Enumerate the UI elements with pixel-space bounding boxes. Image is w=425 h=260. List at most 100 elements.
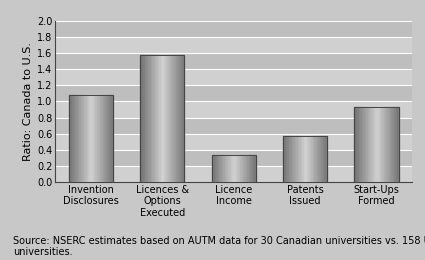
Bar [140,55,142,182]
Bar [244,155,246,182]
Bar [109,95,110,182]
Y-axis label: Ratio: Canada to U.S.: Ratio: Canada to U.S. [23,42,33,161]
Bar [171,55,173,182]
Bar [326,136,327,182]
Bar [224,155,225,182]
Bar [215,155,216,182]
Bar [363,107,365,182]
Bar [230,155,231,182]
Bar [212,155,256,182]
Bar [295,136,296,182]
Bar [55,118,412,134]
Bar [82,95,84,182]
Bar [168,55,170,182]
Bar [177,55,178,182]
Bar [101,95,103,182]
Bar [98,95,100,182]
Bar [289,136,290,182]
Bar [97,95,98,182]
Bar [314,136,315,182]
Bar [375,107,377,182]
Bar [213,155,215,182]
Bar [222,155,224,182]
Bar [368,107,369,182]
Bar [55,53,412,69]
Bar [70,95,72,182]
Bar [174,55,176,182]
Bar [318,136,320,182]
Bar [110,95,112,182]
Bar [228,155,230,182]
Bar [384,107,385,182]
Bar [293,136,295,182]
Bar [246,155,247,182]
Bar [321,136,323,182]
Bar [79,95,81,182]
Bar [152,55,153,182]
Bar [216,155,218,182]
Bar [292,136,293,182]
Bar [357,107,359,182]
Bar [283,136,284,182]
Bar [255,155,256,182]
Bar [55,150,412,166]
Bar [362,107,363,182]
Bar [320,136,321,182]
Bar [299,136,301,182]
Bar [87,95,88,182]
Bar [178,55,180,182]
Bar [394,107,396,182]
Bar [181,55,183,182]
Bar [397,107,399,182]
Bar [161,55,162,182]
Bar [95,95,97,182]
Bar [88,95,90,182]
Bar [219,155,221,182]
Bar [360,107,362,182]
Bar [369,107,371,182]
Bar [147,55,149,182]
Bar [85,95,87,182]
Bar [150,55,152,182]
Bar [301,136,302,182]
Bar [76,95,78,182]
Bar [238,155,240,182]
Bar [212,155,213,182]
Bar [231,155,232,182]
Bar [146,55,147,182]
Bar [302,136,304,182]
Bar [106,95,107,182]
Bar [90,95,91,182]
Bar [92,95,94,182]
Bar [247,155,249,182]
Bar [107,95,109,182]
Bar [167,55,168,182]
Bar [144,55,146,182]
Bar [311,136,312,182]
Bar [315,136,317,182]
Bar [237,155,238,182]
Bar [249,155,250,182]
Bar [143,55,145,182]
Bar [180,55,181,182]
Bar [55,69,412,85]
Bar [253,155,255,182]
Bar [55,85,412,101]
Bar [385,107,387,182]
Bar [55,134,412,150]
Bar [170,55,171,182]
Bar [287,136,289,182]
Bar [308,136,309,182]
Bar [372,107,374,182]
Bar [356,107,357,182]
Bar [158,55,159,182]
Bar [296,136,298,182]
Bar [381,107,382,182]
Bar [75,95,76,182]
Bar [156,55,158,182]
Bar [374,107,375,182]
Bar [165,55,167,182]
Bar [309,136,311,182]
Bar [387,107,388,182]
Bar [250,155,252,182]
